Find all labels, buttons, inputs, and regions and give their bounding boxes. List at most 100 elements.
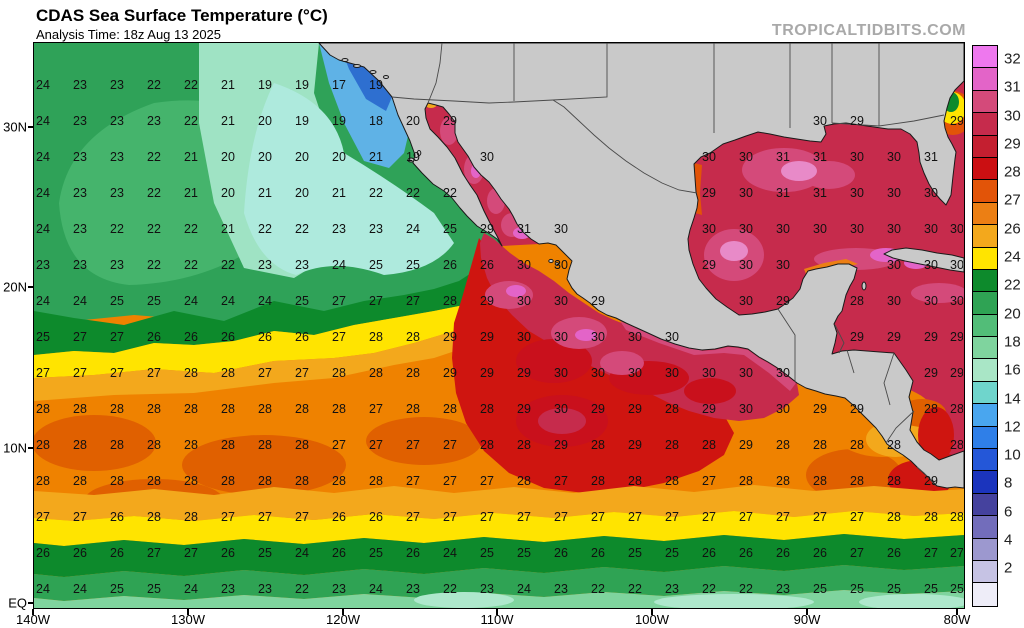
sst-value: 27 (950, 546, 963, 560)
sst-value: 24 (258, 294, 272, 308)
lon-tick-label: 80W (943, 612, 971, 627)
sst-value: 26 (221, 330, 235, 344)
sst-value: 22 (443, 582, 457, 596)
sst-value: 24 (184, 582, 198, 596)
sst-value: 30 (776, 222, 790, 236)
sst-value: 30 (591, 330, 605, 344)
colorbar-tick-label: 28 (1004, 163, 1021, 181)
sst-value: 28 (591, 438, 605, 452)
sst-value: 24 (406, 222, 420, 236)
sst-value: 27 (36, 510, 50, 524)
sst-value: 28 (406, 330, 420, 344)
sst-value: 25 (665, 546, 679, 560)
sst-value: 30 (554, 366, 568, 380)
colorbar-tick-label: 31 (1004, 78, 1021, 96)
sst-value: 28 (480, 402, 494, 416)
colorbar-segment (973, 180, 997, 203)
sst-value: 27 (36, 366, 50, 380)
sst-value: 29 (850, 114, 864, 128)
sst-value: 20 (295, 150, 309, 164)
sst-value: 30 (739, 402, 753, 416)
sst-value: 30 (887, 294, 901, 308)
sst-value: 25 (480, 546, 494, 560)
sst-value: 30 (950, 258, 963, 272)
colorbar-segment (973, 493, 997, 517)
sst-value: 20 (221, 186, 235, 200)
sst-value: 29 (628, 438, 642, 452)
sst-value: 23 (221, 582, 235, 596)
sst-value: 23 (73, 78, 87, 92)
sst-value: 26 (591, 546, 605, 560)
sst-value: 23 (110, 114, 124, 128)
sst-value: 30 (924, 186, 938, 200)
sst-value: 22 (184, 78, 198, 92)
sst-value: 30 (517, 330, 531, 344)
sst-value: 27 (73, 366, 87, 380)
sst-value: 28 (332, 402, 346, 416)
sst-value: 27 (813, 510, 827, 524)
sst-value: 28 (850, 474, 864, 488)
sst-value: 28 (110, 402, 124, 416)
sst-value: 30 (850, 150, 864, 164)
sst-value: 30 (702, 150, 716, 164)
sst-value: 27 (591, 510, 605, 524)
sst-value: 22 (147, 258, 161, 272)
sst-value: 22 (147, 150, 161, 164)
sst-value: 24 (36, 582, 50, 596)
sst-value: 29 (850, 330, 864, 344)
sst-value: 24 (36, 186, 50, 200)
sst-value: 24 (295, 546, 309, 560)
sst-value: 29 (443, 330, 457, 344)
sst-value: 31 (813, 150, 827, 164)
sst-value: 25 (369, 258, 383, 272)
sst-value: 23 (258, 258, 272, 272)
sst-value: 29 (517, 402, 531, 416)
sst-value: 30 (924, 294, 938, 308)
sst-value: 30 (628, 330, 642, 344)
sst-value: 19 (332, 114, 346, 128)
sst-value: 30 (739, 294, 753, 308)
sst-value: 28 (665, 402, 679, 416)
sst-value: 22 (369, 186, 383, 200)
sst-value: 22 (591, 582, 605, 596)
sst-value: 21 (221, 78, 235, 92)
sst-value: 28 (332, 474, 346, 488)
sst-value: 20 (258, 150, 272, 164)
sst-value: 17 (332, 78, 346, 92)
sst-value-grid: 24 23 23 22 22 21 19 19 17 19 24 23 23 23 22 21 20 19 19 18… (33, 42, 963, 607)
sst-value: 22 (147, 186, 161, 200)
sst-value: 25 (110, 582, 124, 596)
sst-value: 27 (147, 366, 161, 380)
sst-value: 28 (110, 438, 124, 452)
sst-value: 28 (221, 438, 235, 452)
sst-value: 26 (332, 546, 346, 560)
sst-value: 27 (443, 438, 457, 452)
sst-value: 28 (665, 474, 679, 488)
sst-value: 29 (591, 402, 605, 416)
sst-value: 25 (813, 582, 827, 596)
sst-value: 26 (295, 330, 309, 344)
sst-value: 30 (739, 258, 753, 272)
sst-value: 30 (665, 366, 679, 380)
sst-value: 25 (850, 582, 864, 596)
sst-value: 28 (258, 402, 272, 416)
sst-value: 22 (258, 222, 272, 236)
sst-value: 19 (406, 150, 420, 164)
sst-value: 20 (295, 186, 309, 200)
sst-value: 22 (184, 114, 198, 128)
sst-value: 30 (924, 222, 938, 236)
sst-value: 21 (258, 186, 272, 200)
sst-value: 26 (258, 330, 272, 344)
sst-value: 27 (850, 546, 864, 560)
lat-tick-label: EQ (8, 595, 27, 611)
sst-value: 30 (813, 222, 827, 236)
sst-value: 29 (924, 330, 938, 344)
sst-value: 22 (406, 186, 420, 200)
colorbar-segment (973, 337, 997, 360)
sst-value: 28 (739, 474, 753, 488)
sst-value: 29 (813, 402, 827, 416)
sst-value: 23 (73, 186, 87, 200)
sst-value: 29 (924, 474, 938, 488)
colorbar-segment (973, 113, 997, 136)
sst-value: 19 (295, 78, 309, 92)
